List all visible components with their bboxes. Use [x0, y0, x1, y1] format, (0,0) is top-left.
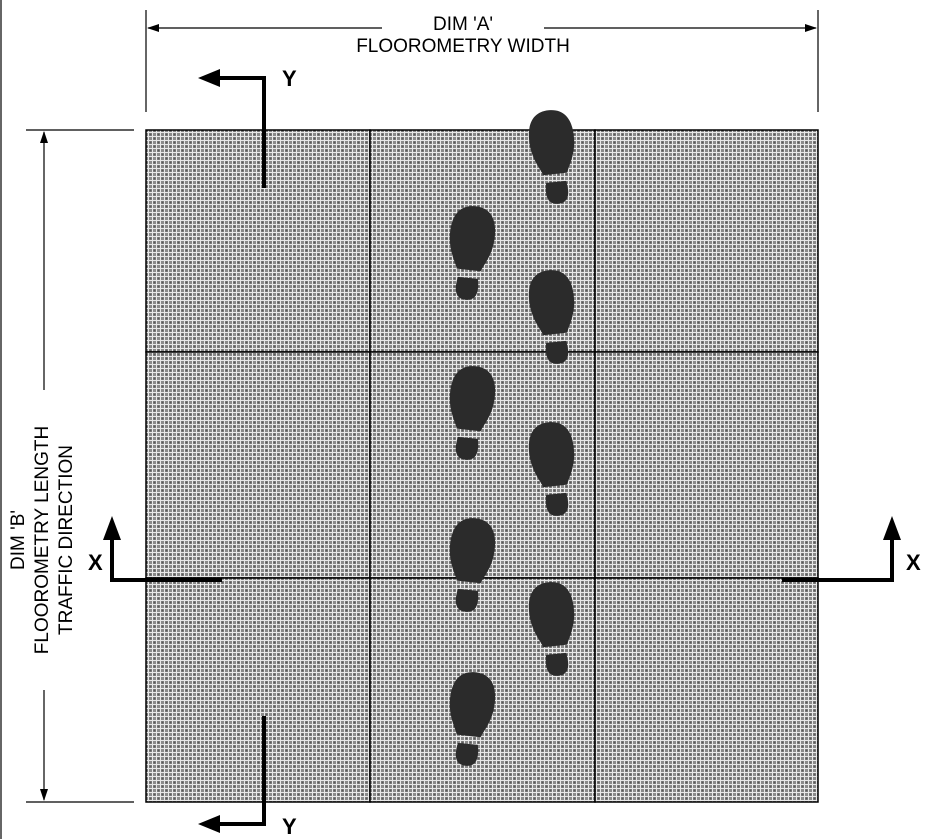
mat-panels: [145, 129, 819, 803]
mat-panel: [594, 351, 819, 579]
dim-a-label: DIM 'A': [433, 14, 493, 35]
mat-panel: [145, 129, 371, 353]
section-y-top-marker: Y: [198, 66, 297, 188]
mat-panel: [594, 129, 819, 353]
dim-b-note: TRAFFIC DIRECTION: [56, 445, 77, 635]
mat-panel: [145, 577, 371, 803]
section-x-left-label: X: [88, 550, 103, 575]
dim-b-dimension: DIM 'B' FLOOROMETRY LENGTH TRAFFIC DIREC…: [8, 129, 134, 803]
section-arrow-icon: [198, 69, 220, 87]
section-x-left-marker: X: [88, 516, 222, 582]
mat-panel: [594, 577, 819, 803]
dim-b-label: DIM 'B': [8, 510, 29, 570]
dim-a-dimension: DIM 'A' FLOOROMETRY WIDTH: [145, 10, 819, 112]
section-y-top-label: Y: [282, 66, 297, 91]
section-y-bottom-marker: Y: [198, 716, 297, 839]
section-arrow-icon: [103, 516, 121, 540]
dim-a-description: FLOOROMETRY WIDTH: [356, 36, 570, 57]
section-arrow-icon: [198, 815, 220, 833]
dim-b-description: FLOOROMETRY LENGTH: [32, 426, 53, 654]
section-y-bottom-label: Y: [282, 814, 297, 839]
section-x-right-marker: X: [782, 516, 921, 582]
mat-panel: [145, 351, 371, 579]
section-arrow-icon: [883, 516, 901, 540]
section-x-right-label: X: [906, 550, 921, 575]
